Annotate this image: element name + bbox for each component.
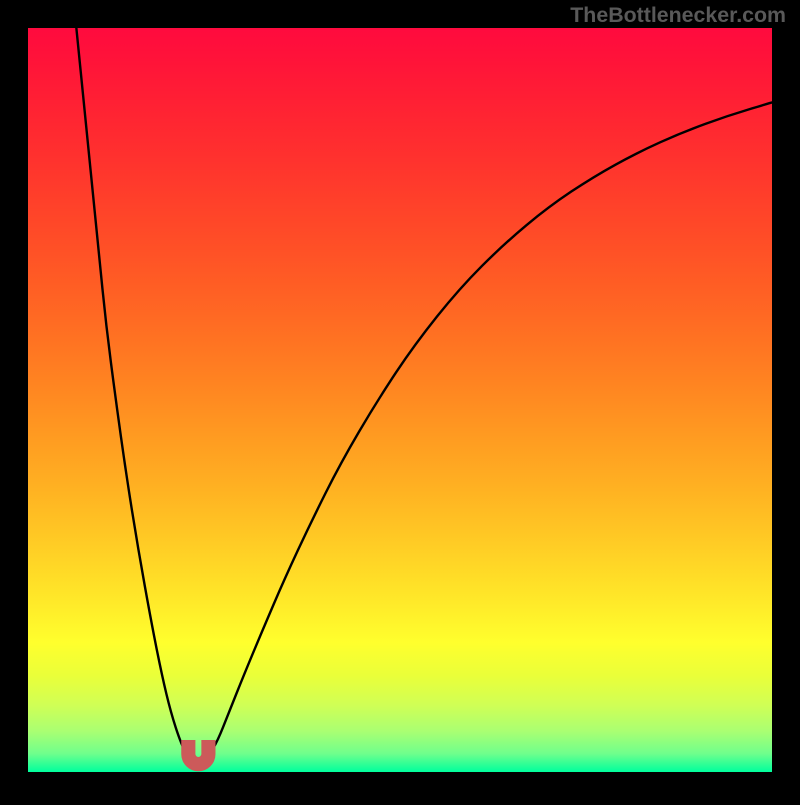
watermark-text: TheBottlenecker.com xyxy=(570,3,786,28)
plot-background xyxy=(28,28,772,772)
chart-container xyxy=(0,0,800,800)
bottleneck-curve-chart xyxy=(0,0,800,800)
